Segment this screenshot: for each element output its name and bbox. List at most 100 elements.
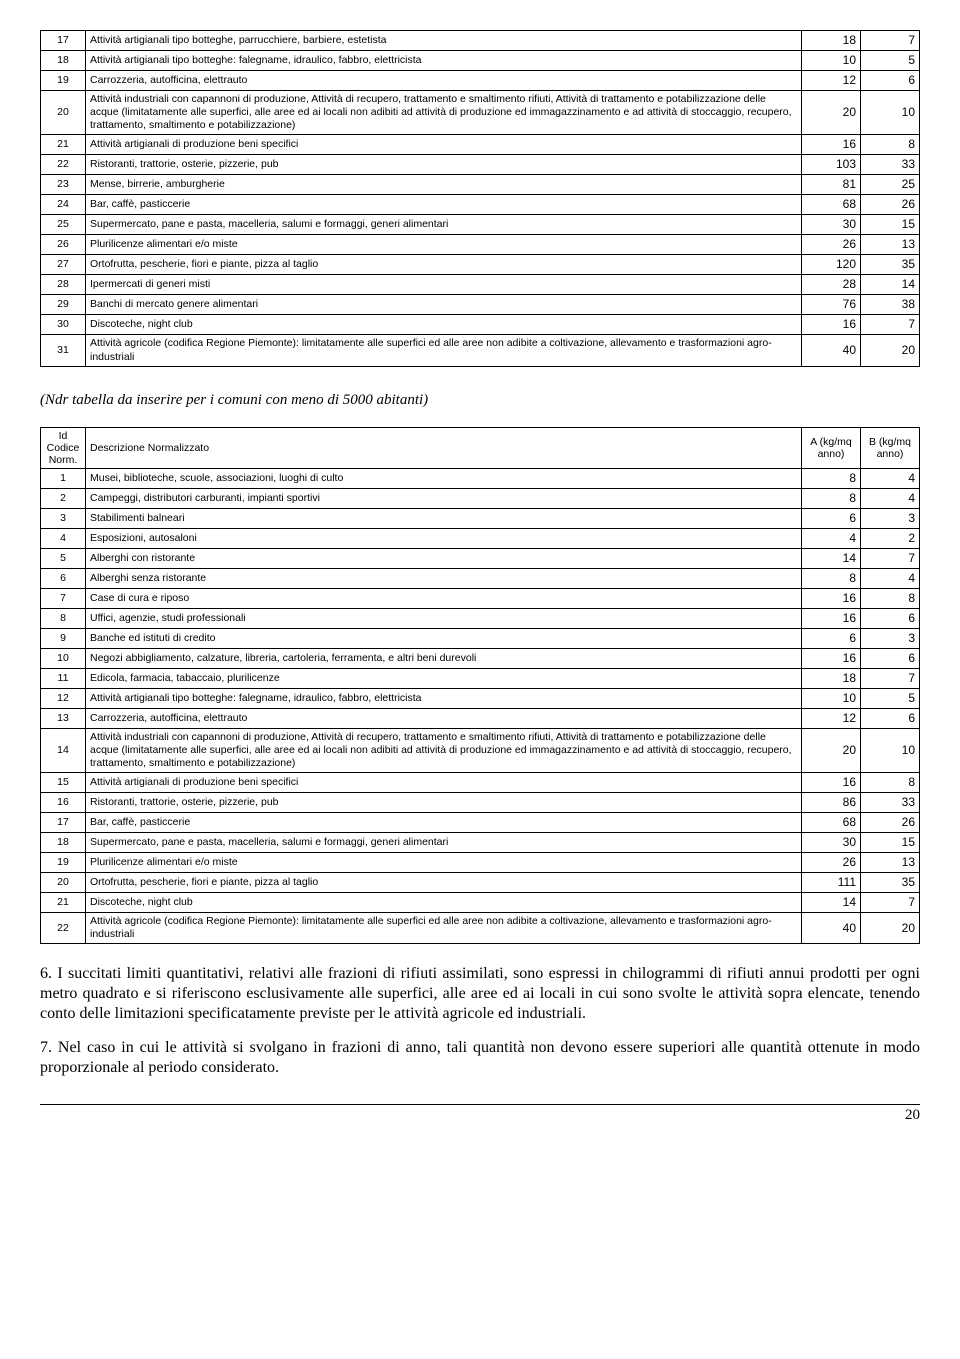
row-val-b: 10: [861, 728, 920, 772]
table-row: 12Attività artigianali tipo botteghe: fa…: [41, 688, 920, 708]
row-desc: Ristoranti, trattorie, osterie, pizzerie…: [86, 793, 802, 813]
table-row: 17Bar, caffè, pasticcerie6826: [41, 813, 920, 833]
row-val-a: 16: [802, 135, 861, 155]
table-row: 30Discoteche, night club167: [41, 315, 920, 335]
table-row: 21Attività artigianali di produzione ben…: [41, 135, 920, 155]
row-val-b: 35: [861, 255, 920, 275]
table-row: 18Attività artigianali tipo botteghe: fa…: [41, 51, 920, 71]
row-id: 11: [41, 668, 86, 688]
row-id: 4: [41, 528, 86, 548]
row-val-a: 8: [802, 468, 861, 488]
table-row: 10Negozi abbigliamento, calzature, libre…: [41, 648, 920, 668]
row-val-a: 40: [802, 335, 861, 366]
row-val-b: 5: [861, 51, 920, 71]
row-val-a: 16: [802, 315, 861, 335]
row-val-a: 16: [802, 608, 861, 628]
row-val-b: 4: [861, 488, 920, 508]
row-val-b: 6: [861, 71, 920, 91]
row-val-b: 26: [861, 813, 920, 833]
table-row: 23Mense, birrerie, amburgherie8125: [41, 175, 920, 195]
table-row: 19Plurilicenze alimentari e/o miste2613: [41, 853, 920, 873]
table-row: 5Alberghi con ristorante147: [41, 548, 920, 568]
row-id: 17: [41, 31, 86, 51]
row-val-a: 86: [802, 793, 861, 813]
row-id: 15: [41, 773, 86, 793]
row-id: 14: [41, 728, 86, 772]
row-val-b: 14: [861, 275, 920, 295]
row-val-a: 111: [802, 873, 861, 893]
row-val-a: 81: [802, 175, 861, 195]
table-row: 3Stabilimenti balneari63: [41, 508, 920, 528]
row-id: 20: [41, 91, 86, 135]
row-id: 16: [41, 793, 86, 813]
row-val-b: 7: [861, 315, 920, 335]
row-val-a: 40: [802, 913, 861, 944]
row-val-a: 68: [802, 195, 861, 215]
row-val-b: 4: [861, 568, 920, 588]
table-row: 18Supermercato, pane e pasta, macelleria…: [41, 833, 920, 853]
table-row: 31Attività agricole (codifica Regione Pi…: [41, 335, 920, 366]
row-desc: Plurilicenze alimentari e/o miste: [86, 853, 802, 873]
row-val-b: 20: [861, 913, 920, 944]
row-desc: Banche ed istituti di credito: [86, 628, 802, 648]
row-val-a: 16: [802, 648, 861, 668]
row-desc: Attività industriali con capannoni di pr…: [86, 91, 802, 135]
row-id: 2: [41, 488, 86, 508]
row-val-a: 14: [802, 893, 861, 913]
row-val-a: 30: [802, 215, 861, 235]
row-desc: Attività agricole (codifica Regione Piem…: [86, 913, 802, 944]
table-row: 4Esposizioni, autosaloni42: [41, 528, 920, 548]
row-val-b: 7: [861, 31, 920, 51]
row-desc: Plurilicenze alimentari e/o miste: [86, 235, 802, 255]
row-desc: Attività artigianali tipo botteghe, parr…: [86, 31, 802, 51]
row-val-a: 18: [802, 31, 861, 51]
table-row: 22Ristoranti, trattorie, osterie, pizzer…: [41, 155, 920, 175]
row-id: 26: [41, 235, 86, 255]
row-val-b: 33: [861, 155, 920, 175]
row-desc: Attività artigianali di produzione beni …: [86, 135, 802, 155]
row-desc: Bar, caffè, pasticcerie: [86, 195, 802, 215]
row-desc: Banchi di mercato genere alimentari: [86, 295, 802, 315]
row-desc: Ipermercati di generi misti: [86, 275, 802, 295]
table-row: 28Ipermercati di generi misti2814: [41, 275, 920, 295]
row-val-a: 76: [802, 295, 861, 315]
row-desc: Negozi abbigliamento, calzature, libreri…: [86, 648, 802, 668]
table-row: 8Uffici, agenzie, studi professionali166: [41, 608, 920, 628]
table-row: 7Case di cura e riposo168: [41, 588, 920, 608]
row-desc: Esposizioni, autosaloni: [86, 528, 802, 548]
row-val-b: 7: [861, 548, 920, 568]
row-val-b: 7: [861, 893, 920, 913]
row-val-a: 120: [802, 255, 861, 275]
row-id: 24: [41, 195, 86, 215]
table-row: 24Bar, caffè, pasticcerie6826: [41, 195, 920, 215]
row-id: 19: [41, 71, 86, 91]
row-id: 17: [41, 813, 86, 833]
row-id: 6: [41, 568, 86, 588]
note-text: (Ndr tabella da inserire per i comuni co…: [40, 392, 920, 409]
row-val-a: 6: [802, 508, 861, 528]
row-desc: Edicola, farmacia, tabaccaio, plurilicen…: [86, 668, 802, 688]
table-row: 21Discoteche, night club147: [41, 893, 920, 913]
row-val-b: 5: [861, 688, 920, 708]
row-id: 20: [41, 873, 86, 893]
row-id: 3: [41, 508, 86, 528]
table-1: 17Attività artigianali tipo botteghe, pa…: [40, 30, 920, 367]
row-val-b: 8: [861, 588, 920, 608]
table-2: Id Codice Norm. Descrizione Normalizzato…: [40, 427, 920, 945]
row-val-b: 35: [861, 873, 920, 893]
paragraph-7: 7. Nel caso in cui le attività si svolga…: [40, 1038, 920, 1078]
table-row: 29Banchi di mercato genere alimentari763…: [41, 295, 920, 315]
row-val-b: 13: [861, 235, 920, 255]
row-id: 25: [41, 215, 86, 235]
row-val-b: 13: [861, 853, 920, 873]
table-row: 2Campeggi, distributori carburanti, impi…: [41, 488, 920, 508]
row-val-a: 16: [802, 588, 861, 608]
row-val-b: 4: [861, 468, 920, 488]
row-val-a: 20: [802, 728, 861, 772]
row-val-a: 20: [802, 91, 861, 135]
row-val-b: 15: [861, 215, 920, 235]
paragraph-6: 6. I succitati limiti quantitativi, rela…: [40, 964, 920, 1024]
row-val-a: 103: [802, 155, 861, 175]
row-val-b: 6: [861, 708, 920, 728]
row-desc: Attività artigianali tipo botteghe: fale…: [86, 688, 802, 708]
